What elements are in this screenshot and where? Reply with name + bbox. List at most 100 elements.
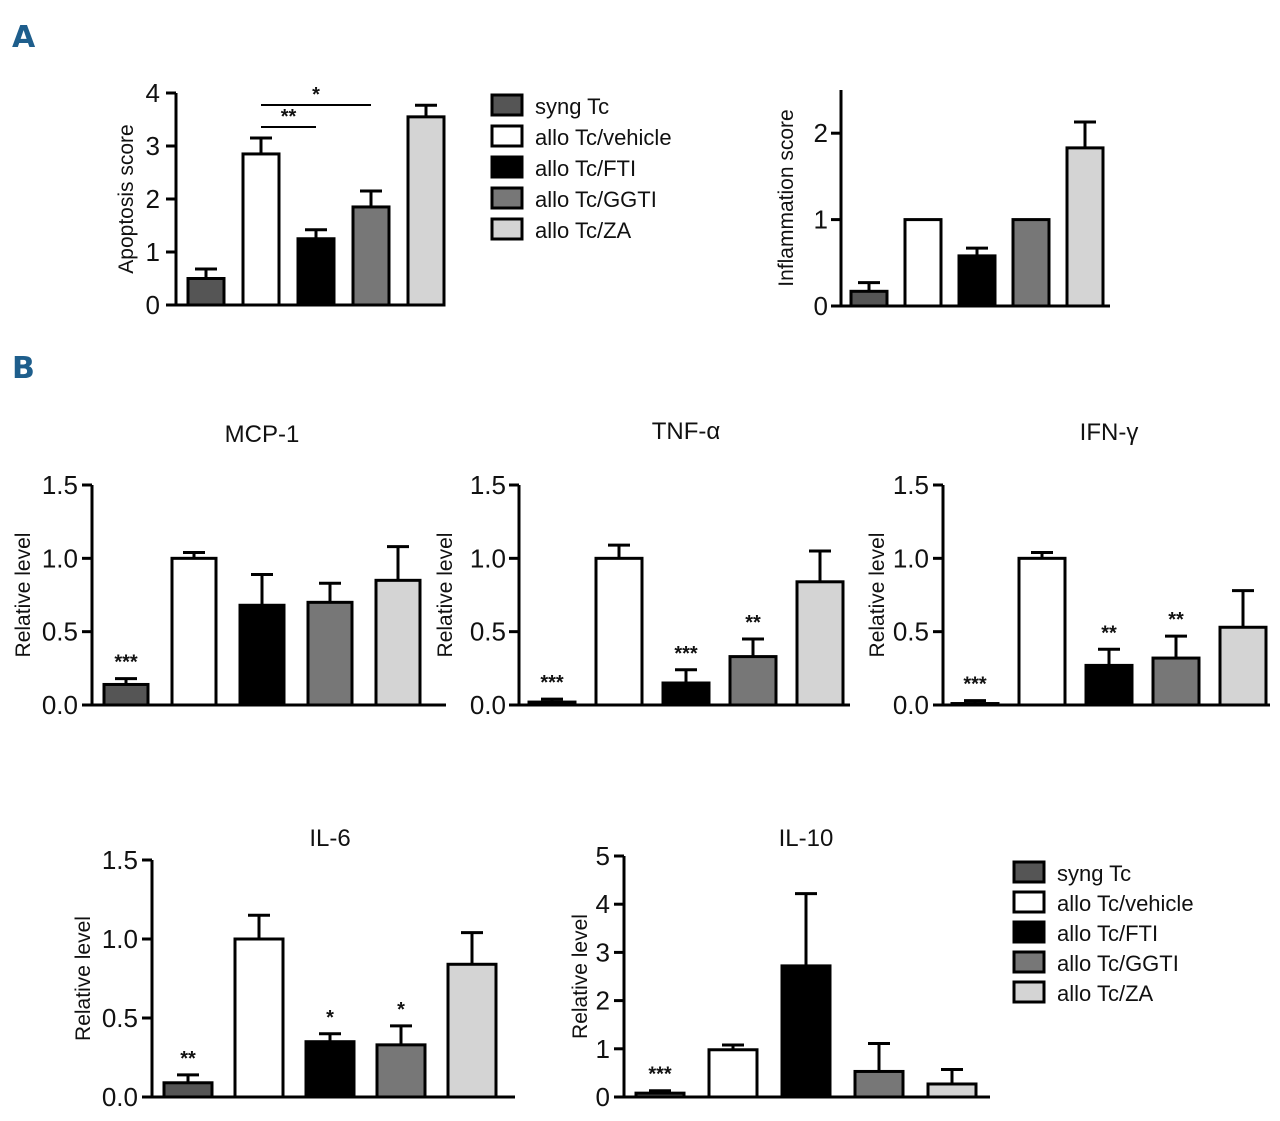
bar	[950, 702, 1000, 707]
bar	[306, 600, 354, 707]
bar	[186, 277, 226, 307]
bar	[853, 1069, 905, 1099]
y-tick-label: 0	[814, 291, 828, 321]
y-axis-label: Relative level	[72, 916, 95, 1041]
y-axis-label: Relative level	[866, 533, 889, 658]
error-bar	[251, 572, 273, 606]
y-tick-label: 4	[596, 889, 610, 919]
legend-swatch	[490, 155, 524, 179]
bar	[926, 1082, 978, 1099]
bar	[957, 254, 997, 308]
panel-letter-a: A	[12, 20, 36, 55]
significance-label: ***	[114, 652, 138, 674]
error-bar	[941, 1068, 963, 1084]
y-axis-label: Inflammation score	[775, 109, 798, 286]
chart-title: IFN-γ	[1080, 419, 1139, 446]
y-tick-label: 0	[146, 290, 160, 320]
y-tick-label: 1.0	[42, 543, 78, 573]
bar	[1011, 218, 1051, 308]
y-tick-label: 0.5	[102, 1003, 138, 1033]
y-axis-label: Apoptosis score	[115, 124, 138, 273]
legend-swatch	[1012, 920, 1046, 944]
error-bar	[390, 1024, 412, 1045]
significance-label: ***	[674, 643, 698, 665]
legend-label: allo Tc/GGTI	[535, 187, 657, 212]
y-tick-label: 1.0	[470, 543, 506, 573]
legend-label: allo Tc/FTI	[535, 156, 636, 181]
y-tick-label: 1	[146, 237, 160, 267]
legend-label: allo Tc/vehicle	[535, 125, 672, 150]
y-tick-label: 5	[596, 841, 610, 871]
legend-swatch	[490, 186, 524, 210]
significance-label: ***	[540, 672, 564, 694]
y-tick-label: 3	[146, 131, 160, 161]
y-tick-label: 4	[146, 78, 160, 108]
bar	[162, 1081, 214, 1099]
significance-label: **	[745, 612, 761, 634]
error-bar	[360, 189, 382, 207]
y-tick-label: 0.5	[893, 617, 929, 647]
y-tick-label: 0.0	[470, 690, 506, 720]
error-bar	[387, 545, 409, 581]
y-tick-label: 0.0	[102, 1082, 138, 1112]
y-tick-label: 0	[596, 1082, 610, 1112]
chart-title: IL-6	[309, 825, 350, 852]
legend-0: syng Tc allo Tc/vehicle allo Tc/FTI allo Tc…	[490, 93, 672, 243]
significance-label: **	[180, 1048, 196, 1070]
error-bar	[1074, 120, 1096, 148]
chart-title: TNF-α	[652, 418, 721, 445]
error-bar	[795, 892, 817, 966]
y-tick-label: 0.5	[42, 617, 78, 647]
legend-label: syng Tc	[535, 94, 609, 119]
error-bar	[742, 637, 764, 657]
bar	[780, 964, 832, 1099]
legend-swatch	[1012, 980, 1046, 1004]
chart-2: MCP-1 0.0 0.5 1.0 1.5 Relative level ***	[12, 421, 446, 720]
error-bar	[305, 228, 327, 239]
significance-label: **	[1101, 622, 1117, 644]
bar	[728, 655, 778, 707]
bar	[241, 152, 281, 307]
significance-label: ***	[648, 1064, 672, 1086]
legend-label: allo Tc/vehicle	[1057, 891, 1194, 916]
y-tick-label: 1	[814, 205, 828, 235]
y-axis-label: Relative level	[12, 533, 35, 658]
legend-swatch	[490, 124, 524, 148]
y-tick-label: 3	[596, 937, 610, 967]
bar	[527, 700, 577, 707]
bar	[1084, 663, 1134, 707]
error-bar	[608, 543, 630, 559]
y-tick-label: 1.0	[893, 543, 929, 573]
chart-6: IL-10 0 1 2 3 4 5 Relative level ***	[569, 825, 990, 1112]
y-tick-label: 1.0	[102, 924, 138, 954]
bar	[903, 218, 943, 308]
error-bar	[1165, 634, 1187, 659]
bar	[446, 962, 498, 1099]
bracket-label: **	[281, 106, 297, 128]
bar	[170, 556, 218, 707]
legend-swatch	[1012, 890, 1046, 914]
chart-title: MCP-1	[225, 421, 300, 448]
panel-letter-b: B	[12, 351, 35, 386]
error-bar	[248, 913, 270, 939]
y-tick-label: 1.5	[42, 470, 78, 500]
bar	[375, 1043, 427, 1099]
y-axis-label: Relative level	[434, 533, 457, 658]
y-axis-label: Relative level	[569, 914, 592, 1039]
bar	[296, 237, 336, 307]
bracket-label: *	[312, 84, 320, 106]
error-bar	[809, 549, 831, 582]
bar	[1017, 556, 1067, 707]
y-tick-label: 0.0	[893, 690, 929, 720]
legend-label: allo Tc/ZA	[535, 218, 632, 243]
legend-1: syng Tc allo Tc/vehicle allo Tc/FTI allo Tc…	[1012, 860, 1194, 1006]
y-tick-label: 1.5	[102, 845, 138, 875]
bar	[374, 578, 422, 707]
bar	[102, 682, 150, 707]
legend-swatch	[490, 93, 524, 117]
